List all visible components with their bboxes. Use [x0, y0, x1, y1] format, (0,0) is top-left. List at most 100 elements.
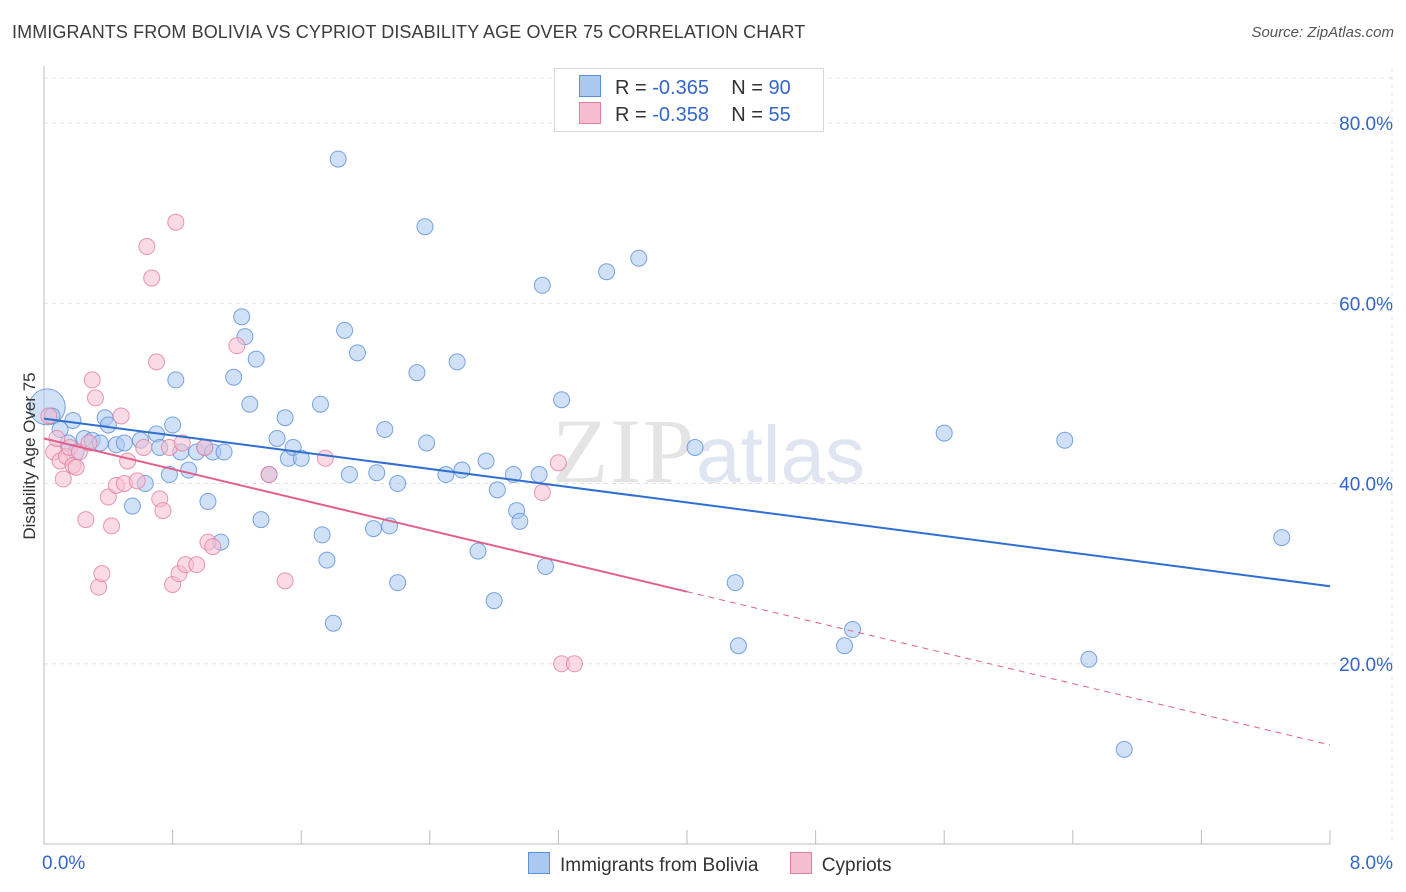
cypriot-point	[83, 371, 101, 389]
r-value: -0.358	[652, 104, 709, 126]
legend-label-cypriots: Cypriots	[821, 855, 892, 876]
cypriot-swatch	[579, 102, 601, 124]
trend-line	[43, 437, 688, 593]
cypriot-point	[138, 238, 156, 256]
bolivia-point	[477, 452, 495, 470]
r-value: -0.365	[652, 77, 709, 99]
x-tick-label: 0.0%	[42, 853, 85, 874]
bolivia-point	[533, 276, 551, 294]
bolivia-point	[453, 461, 471, 479]
bolivia-point	[313, 526, 331, 544]
cypriot-point	[188, 556, 206, 574]
cypriot-point	[148, 353, 166, 371]
bolivia-point	[348, 344, 366, 362]
cypriot-point	[54, 470, 72, 488]
bolivia-point	[123, 497, 141, 515]
cypriot-point	[103, 517, 121, 535]
bolivia-legend-swatch	[528, 852, 550, 874]
bolivia-point	[368, 464, 386, 482]
bolivia-point	[726, 574, 744, 592]
n-label: N =	[731, 77, 763, 99]
bolivia-point	[233, 308, 251, 326]
bolivia-point	[336, 321, 354, 339]
legend-label-bolivia: Immigrants from Bolivia	[560, 855, 759, 876]
legend-item-cypriots[interactable]: Cypriots	[789, 852, 892, 877]
y-tick-label: 40.0%	[1339, 475, 1393, 496]
legend-item-bolivia[interactable]: Immigrants from Bolivia	[528, 852, 759, 877]
y-axis-label: Disability Age Over 75	[20, 372, 39, 540]
series-legend: Immigrants from Bolivia Cypriots	[528, 852, 917, 877]
watermark-zip: ZIP	[552, 400, 696, 502]
bolivia-point	[836, 637, 854, 655]
bolivia-point	[276, 409, 294, 427]
y-tick-label: 60.0%	[1339, 294, 1393, 315]
bolivia-point	[164, 416, 182, 434]
bolivia-point	[844, 621, 862, 639]
n-value: 90	[768, 77, 791, 99]
cypriot-legend-swatch	[789, 852, 812, 874]
bolivia-point	[99, 416, 117, 434]
bolivia-point	[252, 511, 270, 529]
bolivia-point	[318, 551, 336, 569]
cypriot-point	[565, 655, 583, 673]
chart-title: IMMIGRANTS FROM BOLIVIA VS CYPRIOT DISAB…	[12, 22, 806, 42]
watermark: ZIPatlas	[552, 398, 865, 504]
bolivia-point	[340, 466, 358, 484]
cypriot-point	[112, 407, 130, 425]
bolivia-point	[686, 438, 704, 456]
bolivia-point	[292, 449, 310, 467]
bolivia-point	[160, 466, 178, 484]
cypriot-point	[128, 472, 146, 490]
bolivia-point	[215, 443, 233, 461]
cypriot-point	[143, 269, 161, 287]
bolivia-point	[553, 391, 571, 409]
bolivia-point	[115, 434, 133, 452]
bolivia-point	[408, 364, 426, 382]
bolivia-point	[324, 614, 342, 632]
bolivia-point	[268, 429, 286, 447]
bolivia-point	[598, 263, 616, 281]
bolivia-point	[437, 466, 455, 484]
cypriot-point	[167, 213, 185, 231]
bolivia-point	[180, 461, 198, 479]
watermark-atlas: atlas	[696, 410, 865, 499]
bolivia-point	[537, 557, 555, 575]
bolivia-point	[64, 411, 82, 429]
bolivia-point	[469, 542, 487, 560]
bolivia-point	[630, 249, 648, 267]
bolivia-point	[416, 218, 434, 236]
y-tick-label: 20.0%	[1339, 655, 1393, 676]
trend-line-extension	[686, 591, 1331, 746]
cypriot-point	[173, 434, 191, 452]
legend-row-cypriots: R = -0.358 N = 55	[579, 102, 791, 128]
cypriot-point	[316, 449, 334, 467]
bolivia-point	[1273, 529, 1291, 547]
legend-row-bolivia: R = -0.365 N = 90	[579, 75, 791, 101]
bolivia-point	[241, 395, 259, 413]
cypriot-point	[228, 337, 246, 355]
bolivia-point	[511, 512, 529, 530]
cypriot-point	[204, 538, 222, 556]
cypriot-point	[86, 389, 104, 407]
n-label: N =	[731, 104, 763, 126]
bolivia-point	[488, 481, 506, 499]
bolivia-point	[329, 150, 347, 168]
bolivia-point	[167, 371, 185, 389]
cypriot-point	[67, 458, 85, 476]
correlation-legend: R = -0.365 N = 90 R = -0.358 N = 55	[554, 68, 824, 132]
cypriot-point	[260, 466, 278, 484]
bolivia-point	[729, 637, 747, 655]
bolivia-point	[1080, 650, 1098, 668]
cypriot-point	[80, 434, 98, 452]
cypriot-point	[154, 502, 172, 520]
bolivia-point	[311, 395, 329, 413]
cypriot-point	[99, 488, 117, 506]
bolivia-point	[199, 493, 217, 511]
bolivia-point	[365, 520, 383, 538]
y-tick-label: 80.0%	[1339, 114, 1393, 135]
bolivia-point	[225, 368, 243, 386]
cypriot-point	[135, 438, 153, 456]
r-label: R =	[615, 104, 647, 126]
bolivia-point	[418, 434, 436, 452]
